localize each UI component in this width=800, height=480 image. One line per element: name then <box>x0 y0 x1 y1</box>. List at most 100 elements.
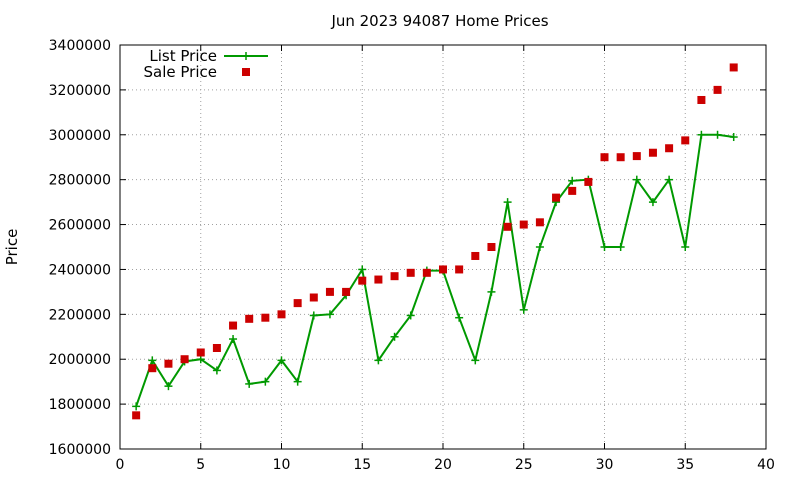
sale-price-point <box>471 251 480 260</box>
sale-price-point <box>422 268 431 277</box>
list-price-point <box>309 311 318 320</box>
sale-price-point <box>648 148 657 157</box>
list-price-point <box>616 243 625 251</box>
gridlines <box>120 45 766 449</box>
x-tick-label: 25 <box>515 457 533 473</box>
x-tick-label: 15 <box>353 457 371 473</box>
sale-price-point <box>358 276 367 285</box>
y-tick-label: 3400000 <box>49 38 111 54</box>
list-price-point <box>132 402 141 411</box>
sale-price-point <box>713 85 722 94</box>
sale-price-point <box>519 220 528 229</box>
sale-price-point <box>148 364 157 373</box>
sale-price-point <box>665 144 674 153</box>
y-tick-label: 2600000 <box>49 218 111 234</box>
y-tick-label: 2200000 <box>49 307 111 323</box>
sale-price-point <box>616 153 625 162</box>
list-price-point <box>503 198 512 207</box>
sale-price-point <box>600 153 609 162</box>
sale-price-point <box>164 359 173 368</box>
sale-price-point <box>245 314 254 323</box>
list-price-point <box>325 310 334 319</box>
sale-price-point <box>325 287 334 296</box>
y-tick-label: 1600000 <box>49 442 111 458</box>
y-tick-label: 1800000 <box>49 397 111 413</box>
list-price-point <box>164 382 173 391</box>
list-price-point <box>196 355 205 364</box>
list-price-point <box>697 130 706 139</box>
list-price-point <box>665 175 674 184</box>
sale-price-point <box>196 348 205 357</box>
list-price-point <box>358 265 367 274</box>
sale-price-point <box>309 293 318 302</box>
list-price-point <box>487 287 496 296</box>
x-tick-label: 40 <box>757 457 775 473</box>
sale-price-point <box>503 222 512 231</box>
series-list-price <box>132 130 738 411</box>
sale-price-point <box>406 268 415 277</box>
list-price-point <box>729 133 738 142</box>
list-price-point <box>212 366 221 375</box>
list-price-point <box>632 175 641 184</box>
list-price-point <box>535 243 544 251</box>
list-price-point <box>261 377 270 386</box>
list-price-point <box>648 198 657 207</box>
y-tick-label: 3000000 <box>49 128 111 144</box>
sale-price-point <box>455 265 464 274</box>
sale-price-point <box>487 243 496 251</box>
sale-price-point <box>374 275 383 284</box>
list-price-point <box>374 356 383 365</box>
legend-label: Sale Price <box>144 63 217 81</box>
legend-label: List Price <box>149 47 217 65</box>
series-sale-price <box>132 63 738 420</box>
sale-price-point <box>439 265 447 274</box>
sale-price-point <box>293 299 302 308</box>
sale-price-point <box>535 218 544 227</box>
y-tick-label: 2400000 <box>49 262 111 278</box>
list-price-point <box>229 335 238 344</box>
y-tick-label: 2000000 <box>49 352 111 368</box>
legend-square-swatch <box>242 68 250 76</box>
list-price-point <box>390 332 399 341</box>
plot-frame <box>119 44 767 450</box>
sale-price-point <box>132 411 141 420</box>
list-price-point <box>455 313 464 322</box>
sale-price-point <box>390 272 399 281</box>
data-series <box>132 63 738 420</box>
sale-price-point <box>681 136 690 145</box>
y-tick-label: 3200000 <box>49 83 111 99</box>
list-price-point <box>293 377 302 386</box>
y-tick-label: 2800000 <box>49 173 111 189</box>
sale-price-point <box>568 186 577 195</box>
sale-price-point <box>697 95 706 104</box>
chart-title: Jun 2023 94087 Home Prices <box>330 12 548 30</box>
sale-price-point <box>261 313 270 322</box>
x-tick-label: 30 <box>596 457 614 473</box>
sale-price-point <box>277 310 286 319</box>
list-price-point <box>568 176 577 185</box>
list-price-point <box>519 305 528 314</box>
sale-price-point <box>212 344 221 352</box>
list-price-point <box>245 379 254 388</box>
sale-price-point <box>180 355 189 364</box>
sale-price-point <box>632 152 641 161</box>
list-price-point <box>471 356 480 365</box>
sale-price-point <box>229 321 238 330</box>
x-tick-label: 5 <box>196 457 205 473</box>
x-tick-label: 35 <box>676 457 694 473</box>
list-price-line <box>135 133 734 407</box>
list-price-point <box>681 243 690 251</box>
axis-ticks: 0 5 10 15 20 25 30 35 40 1600000 1800000 2000000 220… <box>49 38 775 473</box>
sale-price-point <box>342 287 351 296</box>
sale-price-point <box>584 177 593 186</box>
list-price-point <box>713 130 722 139</box>
x-tick-label: 0 <box>116 457 125 473</box>
sale-price-point <box>729 63 738 72</box>
list-price-point <box>277 356 286 365</box>
x-tick-label: 10 <box>273 457 291 473</box>
list-price-point <box>406 311 415 320</box>
list-price-point <box>600 243 609 251</box>
legend-plus-swatch <box>242 52 250 60</box>
